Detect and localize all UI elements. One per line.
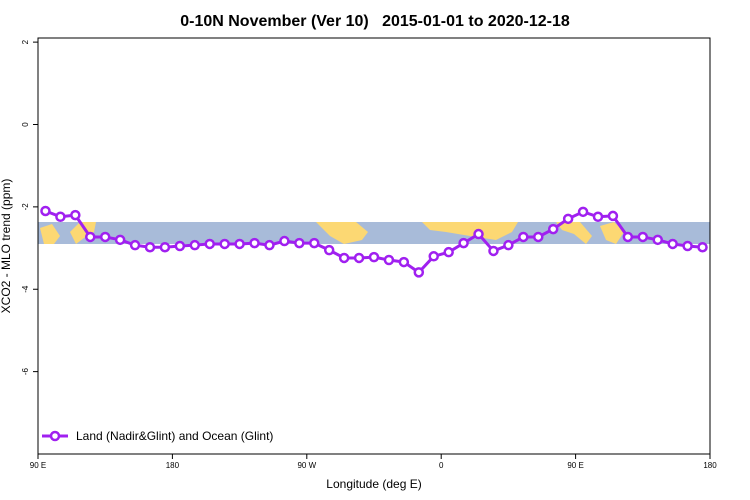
point [443, 246, 454, 258]
point [55, 211, 66, 223]
point [622, 231, 634, 243]
point [518, 231, 529, 243]
point [533, 231, 544, 243]
point [234, 238, 245, 250]
point [488, 245, 499, 257]
land [316, 222, 368, 244]
point [682, 240, 693, 252]
point [577, 206, 589, 218]
point [592, 211, 604, 223]
y-tick-label: -6 [21, 368, 30, 376]
land [422, 222, 518, 240]
point [458, 237, 469, 249]
point [607, 210, 619, 222]
x-tick-label: 180 [703, 461, 717, 470]
point [652, 234, 663, 246]
point [159, 241, 171, 253]
point [144, 241, 156, 253]
land [556, 222, 624, 244]
point [398, 256, 410, 268]
x-tick-label: 90 E [567, 461, 583, 470]
y-tick-label: -4 [21, 285, 30, 293]
x-tick-label: 90 W [297, 461, 316, 470]
point [503, 239, 514, 251]
point [667, 238, 678, 250]
point [189, 239, 201, 251]
point [70, 209, 81, 221]
point [40, 205, 51, 217]
point [637, 231, 649, 243]
point [114, 234, 126, 246]
point [562, 213, 574, 225]
y-tick-label: 0 [21, 122, 30, 127]
point [697, 241, 708, 253]
point [279, 235, 290, 247]
point [338, 252, 350, 264]
point [473, 228, 484, 240]
x-tick-label: 90 E [30, 461, 46, 470]
point [264, 239, 275, 251]
point [249, 237, 260, 249]
point [353, 252, 365, 264]
y-tick-label: 2 [21, 39, 30, 44]
chart-title: 0-10N November (Ver 10) 2015-01-01 to 20… [180, 13, 570, 30]
point [309, 237, 320, 249]
point [219, 238, 230, 250]
x-tick-label: 0 [439, 461, 444, 470]
point [413, 267, 425, 278]
point [547, 223, 559, 235]
map-band [38, 222, 710, 244]
point [129, 239, 141, 251]
point [204, 238, 215, 250]
point [428, 251, 439, 262]
point [368, 251, 380, 263]
plot-border [37, 37, 711, 455]
y-axis-label: XCO2 - MLO trend (ppm) [0, 179, 13, 314]
point [383, 254, 395, 266]
point [85, 231, 96, 243]
point [99, 231, 111, 243]
x-tick-label: 180 [166, 461, 180, 470]
x-axis-label: Longitude (deg E) [326, 477, 421, 491]
legend-label: Land (Nadir&Glint) and Ocean (Glint) [76, 429, 273, 443]
point [323, 244, 335, 256]
y-tick-label: -2 [21, 203, 30, 211]
point [174, 240, 186, 252]
legend-marker [49, 430, 61, 442]
point [294, 237, 305, 249]
